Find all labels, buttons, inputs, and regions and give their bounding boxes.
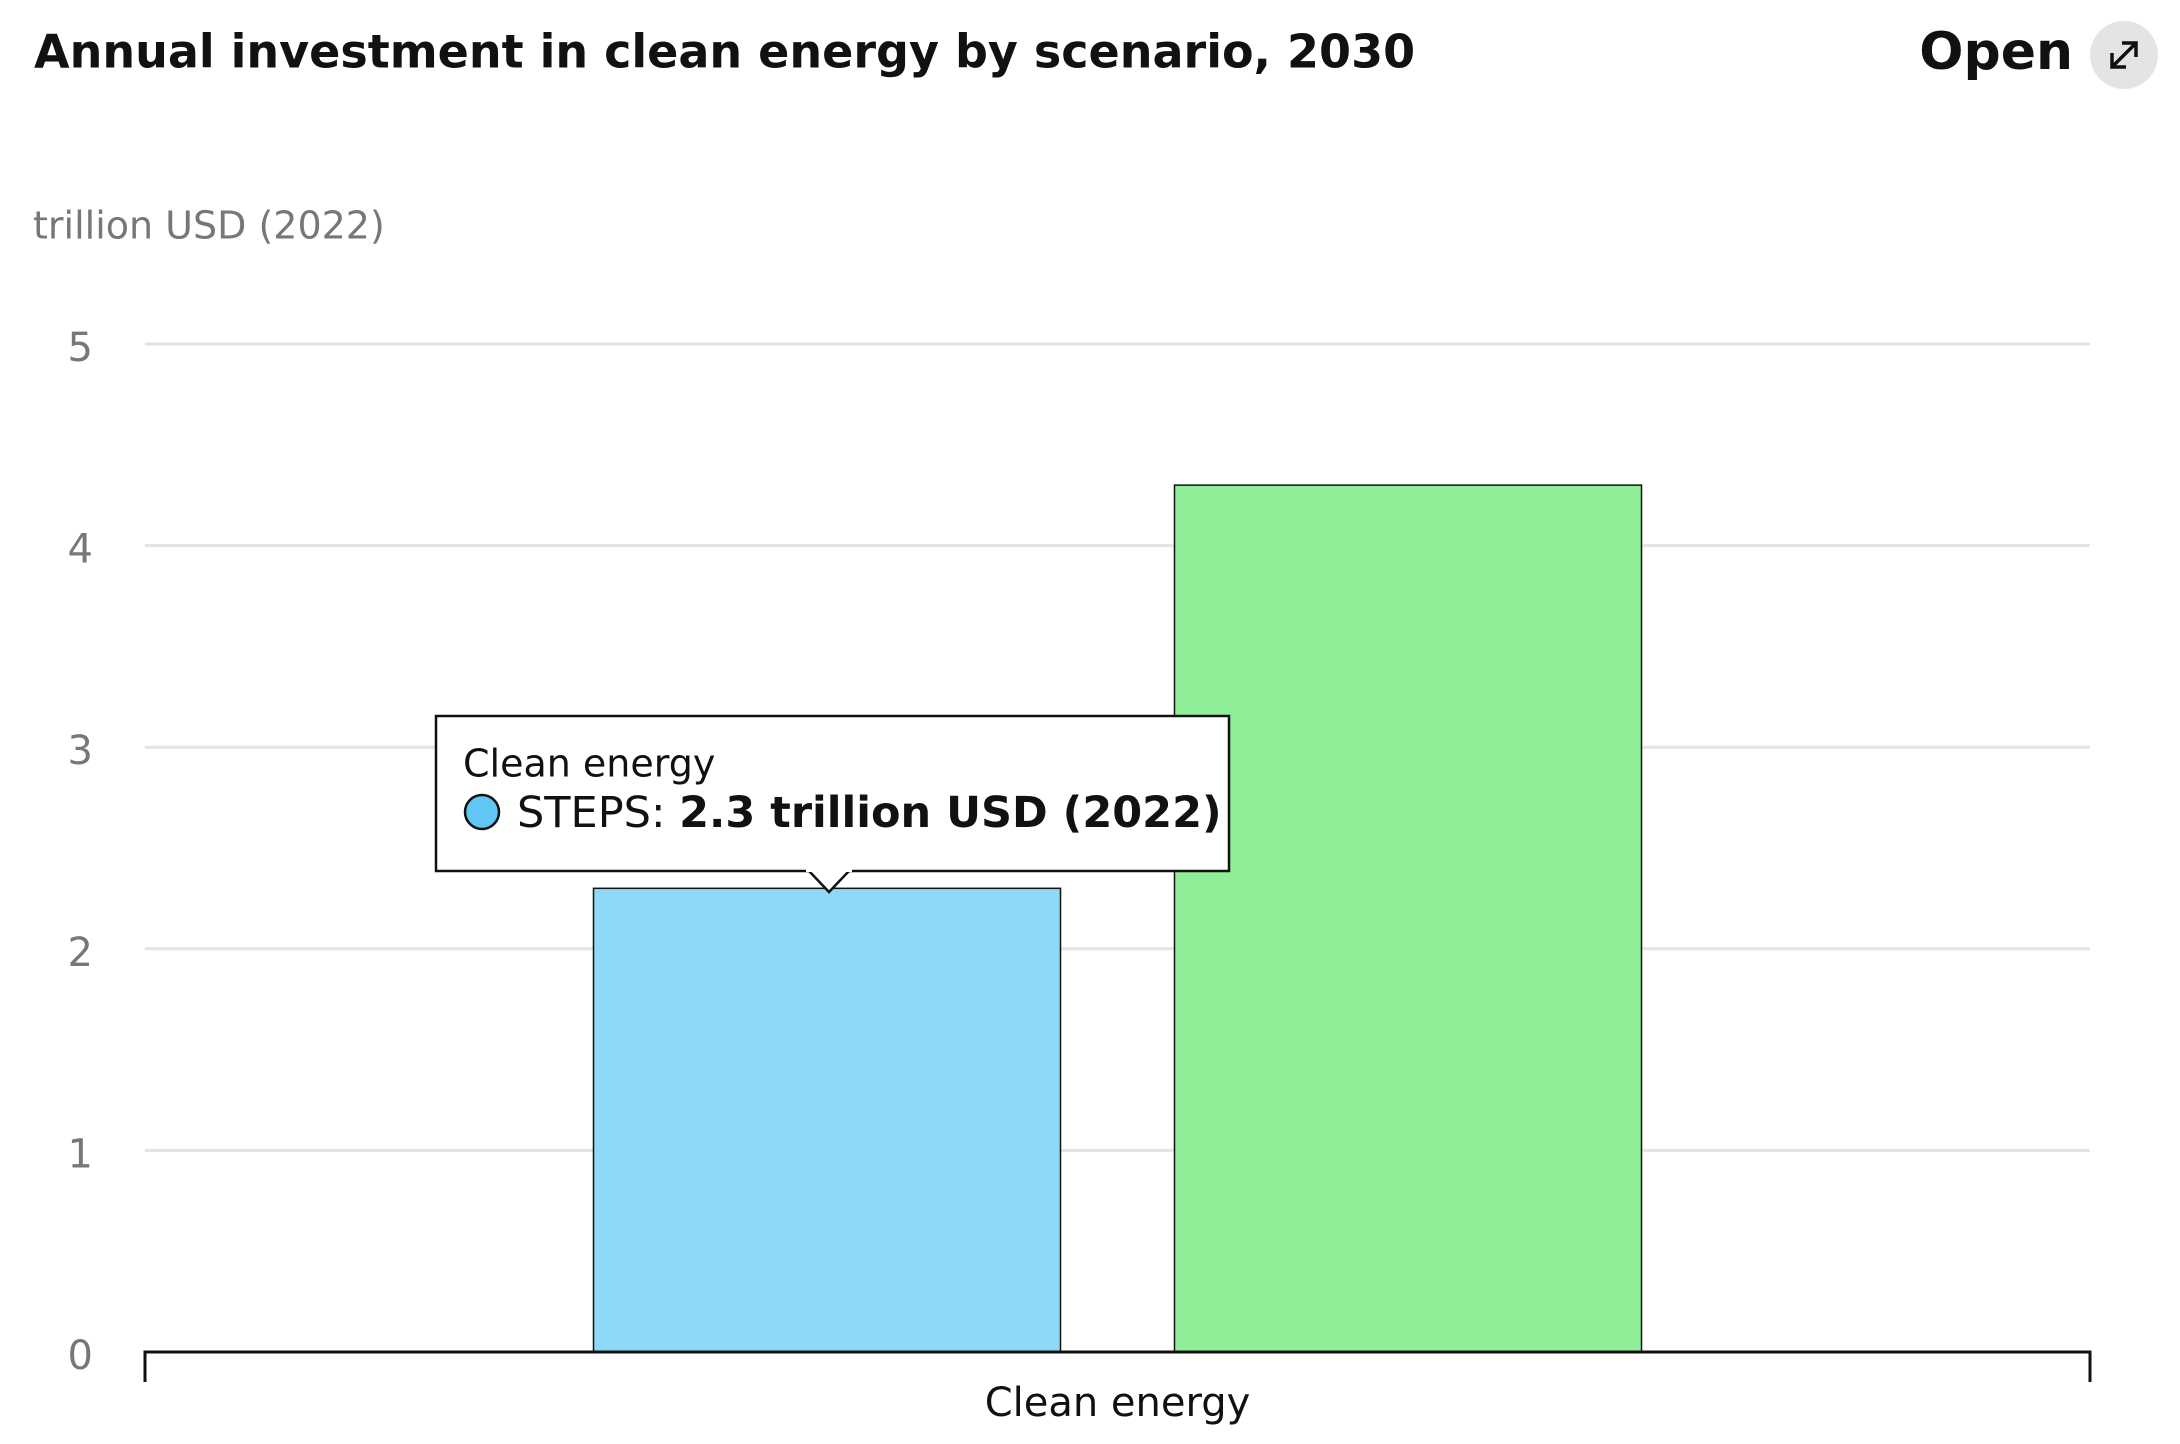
tooltip-label: STEPS: [517, 788, 665, 838]
tooltip-line: STEPS: 2.3 trillion USD (2022) [517, 788, 1222, 838]
bar [1173, 484, 1643, 1353]
x-tick-label: Clean energy [985, 1380, 1251, 1426]
y-axis-label: trillion USD (2022) [33, 204, 385, 248]
tooltip-title: Clean energy [463, 742, 715, 786]
tooltip-value: 2.3 trillion USD (2022) [679, 788, 1222, 838]
y-tick-label: 4 [68, 527, 93, 573]
y-tick-label: 3 [68, 728, 93, 774]
open-button[interactable]: Open [1919, 22, 2073, 82]
bar [592, 887, 1062, 1353]
chart-title: Annual investment in clean energy by sce… [34, 25, 1415, 79]
y-tick-label: 5 [68, 325, 93, 371]
expand-icon[interactable] [2090, 21, 2158, 89]
y-tick-label: 1 [68, 1131, 93, 1177]
x-axis [143, 1350, 2092, 1382]
tooltip: Clean energy STEPS: 2.3 trillion USD (20… [434, 714, 1231, 894]
y-tick-label: 0 [68, 1333, 93, 1379]
y-tick-label: 2 [68, 930, 93, 976]
